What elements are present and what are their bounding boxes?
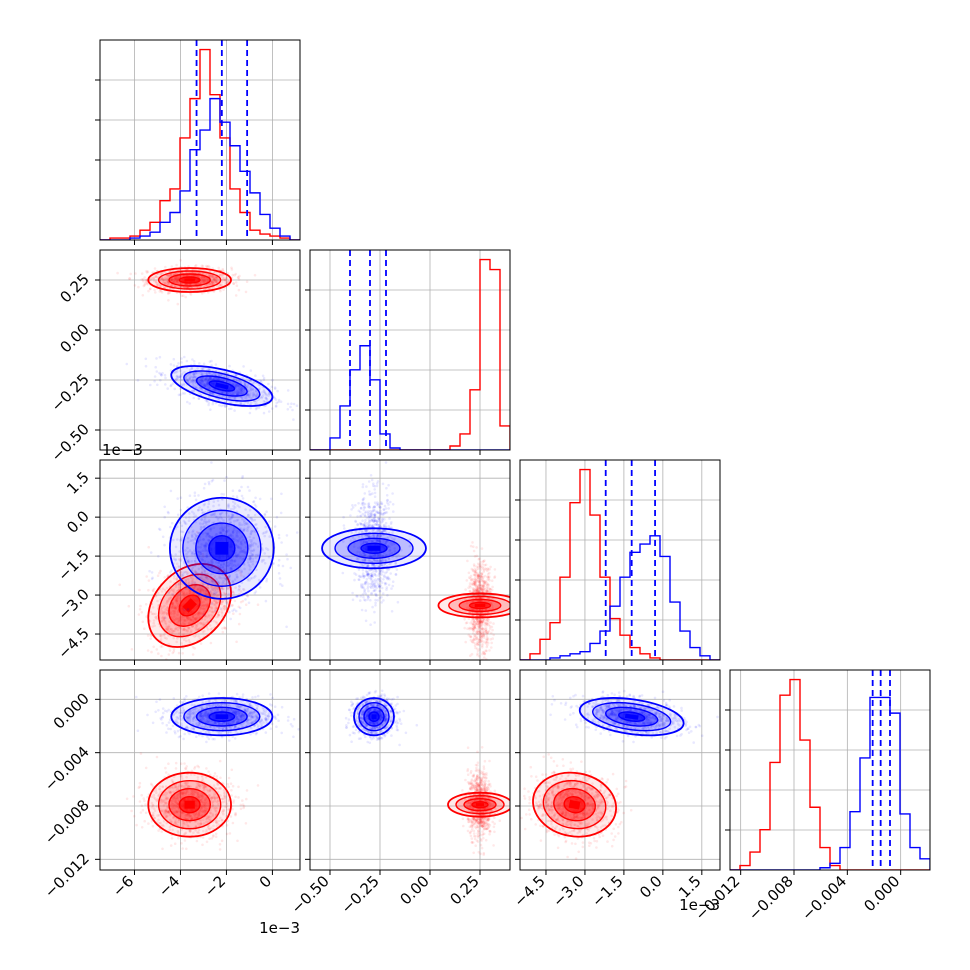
panel-content [100, 670, 300, 870]
y-tick-label: −4.5 [54, 624, 92, 662]
density-peak-blue [215, 714, 229, 719]
histogram-red [730, 678, 930, 870]
panel-frame [99, 669, 301, 871]
x-tick-label: 0.000 [860, 872, 903, 915]
panel-3-2 [515, 669, 721, 875]
panel-frame [309, 459, 511, 661]
panel-content [310, 460, 510, 660]
panel-content [100, 250, 300, 450]
density-peak-red [184, 278, 195, 282]
x-tick-label: −4.5 [510, 872, 548, 910]
x-tick-label: −0.004 [798, 872, 850, 924]
y-tick-label: 0.000 [50, 689, 93, 732]
y-tick-label: −0.004 [41, 743, 93, 795]
panel-content [100, 40, 300, 240]
histogram-red [100, 48, 300, 240]
panel-1-0 [95, 249, 301, 455]
panel-frame [99, 39, 301, 241]
panel-content [310, 250, 510, 450]
histogram-red [310, 258, 510, 450]
panels-layer [95, 39, 931, 875]
x-tick-label: −6 [109, 872, 137, 900]
panel-content [310, 670, 510, 870]
y-tick-label: −3.0 [54, 585, 92, 623]
x-tick-label: −0.50 [288, 872, 333, 917]
density-peak-red [568, 799, 581, 810]
panel-content [730, 670, 930, 870]
density-peak-red [184, 800, 195, 809]
x-tick-label: 0.0 [636, 872, 666, 902]
panel-frame [519, 459, 721, 661]
offset-text: 1e−3 [679, 896, 720, 914]
panel-frame [519, 669, 721, 871]
panel-3-3 [725, 669, 931, 875]
panel-1-1 [305, 249, 511, 455]
y-tick-label: −1.5 [54, 546, 92, 584]
panel-content [520, 460, 720, 660]
x-tick-label: −3.0 [549, 872, 587, 910]
histogram-blue [520, 535, 720, 660]
y-tick-label: 1.5 [63, 468, 93, 498]
panel-frame [99, 459, 301, 661]
histogram-blue [730, 696, 930, 870]
panel-content [520, 670, 720, 870]
y-tick-label: −0.012 [41, 849, 93, 901]
density-peak-blue [215, 541, 229, 555]
panel-frame [309, 249, 511, 451]
histogram-red [520, 468, 720, 660]
x-tick-label: 0 [256, 872, 275, 891]
panel-frame [99, 249, 301, 451]
panel-2-2 [515, 459, 721, 665]
histogram-blue [100, 97, 300, 240]
density-peak-blue [624, 713, 639, 720]
panel-content [100, 460, 300, 660]
x-tick-label: −0.25 [338, 872, 383, 917]
y-tick-label: 0.25 [56, 270, 92, 306]
density-peak-red [474, 603, 486, 607]
panel-frame [309, 669, 511, 871]
histogram-blue [310, 345, 510, 450]
y-tick-label: −0.008 [41, 796, 93, 848]
density-peak-blue [367, 545, 381, 551]
y-tick-label: 0.00 [56, 320, 92, 356]
x-tick-label: −4 [155, 872, 183, 900]
panel-2-0 [95, 459, 301, 665]
panel-2-1 [305, 459, 511, 665]
x-tick-label: 0.00 [396, 872, 432, 908]
offset-text: 1e−3 [102, 441, 143, 459]
density-peak-red [476, 803, 484, 807]
scatter-blue [341, 461, 412, 626]
density-peak-blue [215, 382, 229, 390]
y-tick-label: 0.0 [63, 507, 93, 537]
panel-3-0 [95, 669, 301, 875]
x-tick-label: −2 [201, 872, 229, 900]
y-tick-label: −0.50 [48, 420, 93, 465]
x-tick-label: 0.25 [446, 872, 482, 908]
density-peak-blue [371, 714, 377, 719]
x-tick-label: −0.008 [745, 872, 797, 924]
density-peak-red [182, 598, 197, 613]
panel-frame [729, 669, 931, 871]
x-tick-label: −1.5 [588, 872, 626, 910]
panel-0-0 [95, 39, 301, 245]
y-tick-label: −0.25 [48, 370, 93, 415]
offset-text: 1e−3 [259, 919, 300, 937]
panel-3-1 [305, 669, 511, 875]
